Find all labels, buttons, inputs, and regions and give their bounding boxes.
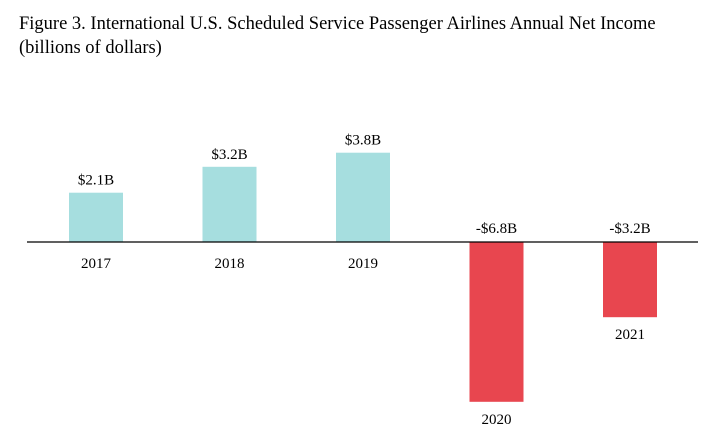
data-label-2018: $3.2B	[211, 147, 247, 163]
bar-2021	[603, 242, 657, 318]
category-label-2019: 2019	[348, 256, 378, 272]
category-label-2021: 2021	[615, 327, 645, 343]
chart-title: Figure 3. International U.S. Scheduled S…	[19, 12, 719, 60]
bar-2019	[336, 152, 390, 242]
chart-title-main: Figure 3. International U.S. Scheduled S…	[19, 14, 656, 34]
category-label-2017: 2017	[81, 256, 112, 272]
bar-2017	[69, 192, 123, 243]
data-label-2019: $3.8B	[345, 133, 381, 149]
data-label-2020: -$6.8B	[476, 221, 517, 237]
chart-subtitle: (billions of dollars)	[19, 38, 162, 58]
category-label-2018: 2018	[215, 256, 245, 272]
data-label-2021: -$3.2B	[609, 221, 650, 237]
bar-2018	[202, 166, 257, 242]
category-label-2020: 2020	[482, 412, 512, 428]
bar-2020	[469, 242, 524, 402]
data-label-2017: $2.1B	[78, 173, 114, 189]
